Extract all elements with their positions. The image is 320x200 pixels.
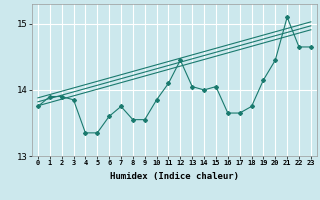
X-axis label: Humidex (Indice chaleur): Humidex (Indice chaleur) [110,172,239,181]
